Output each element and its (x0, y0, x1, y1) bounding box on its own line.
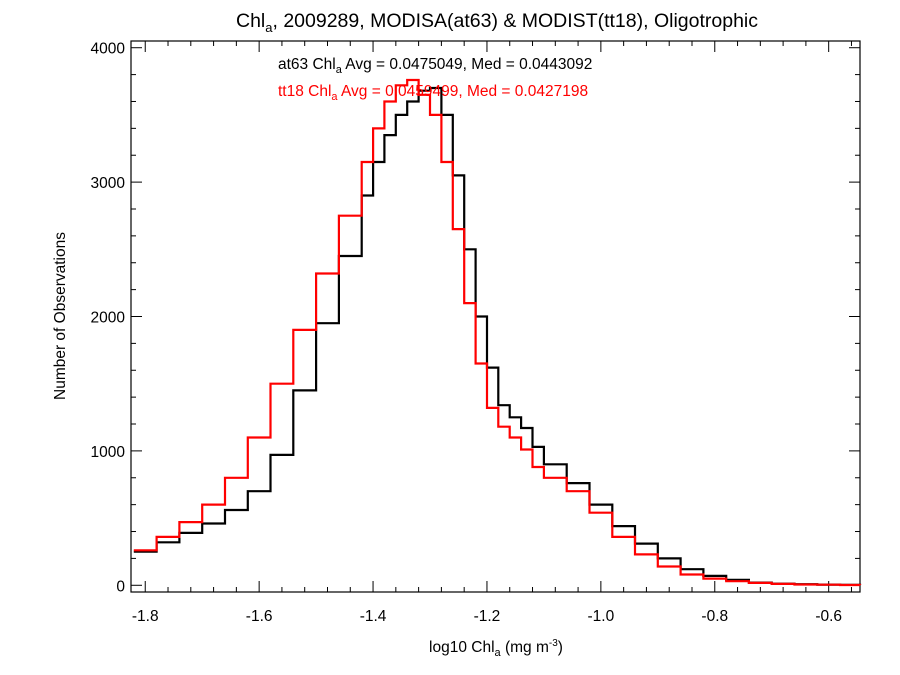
x-axis-label-post: ) (558, 639, 563, 656)
x-tick-label: -1.0 (588, 608, 615, 625)
legend-tt18: tt18 Chla Avg = 0.0459499, Med = 0.04271… (278, 83, 588, 103)
chart-title-main: Chl (236, 10, 265, 32)
legend-at63-pre: at63 Chl (278, 56, 336, 73)
legend-tt18-post: Avg = 0.0459499, Med = 0.0427198 (338, 83, 589, 100)
x-axis-label-sup: -3 (549, 638, 558, 649)
x-axis: -1.8 -1.6 -1.4 -1.2 -1.0 -0.8 -0.6 (132, 41, 852, 625)
x-axis-label-mid: (mg m (501, 639, 549, 656)
y-axis: 0 1000 2000 3000 4000 (91, 41, 860, 595)
series-layer (133, 78, 862, 587)
x-axis-label: log10 Chla (mg m-3) (429, 638, 563, 659)
x-tick-label: -1.4 (360, 608, 387, 625)
chart-title-subscript: a (265, 20, 273, 35)
x-tick-label: -1.8 (132, 608, 159, 625)
x-tick-label: -0.6 (815, 608, 842, 625)
series-line-tt18 (133, 78, 862, 587)
x-tick-label: -0.8 (701, 608, 728, 625)
x-axis-label-sub: a (495, 647, 502, 659)
legend-tt18-pre: tt18 Chl (278, 83, 331, 100)
x-axis-label-pre: log10 Chl (429, 639, 495, 656)
y-tick-label: 4000 (91, 41, 126, 58)
chart-title: Chla, 2009289, MODISA(at63) & MODIST(tt1… (236, 10, 758, 35)
legend-at63-sub: a (336, 64, 343, 76)
y-tick-label: 2000 (91, 310, 126, 327)
y-tick-label: 3000 (91, 175, 126, 192)
y-tick-label: 0 (116, 578, 125, 595)
x-tick-label: -1.2 (474, 608, 501, 625)
chart-title-rest: , 2009289, MODISA(at63) & MODIST(tt18), … (272, 10, 758, 32)
y-tick-label: 1000 (91, 444, 126, 461)
legend-tt18-sub: a (331, 91, 338, 103)
series-line-at63 (133, 86, 862, 586)
legend-at63-post: Avg = 0.0475049, Med = 0.0443092 (342, 56, 593, 73)
x-tick-label: -1.6 (246, 608, 273, 625)
legend-at63: at63 Chla Avg = 0.0475049, Med = 0.04430… (278, 56, 592, 76)
y-axis-label: Number of Observations (52, 232, 69, 400)
